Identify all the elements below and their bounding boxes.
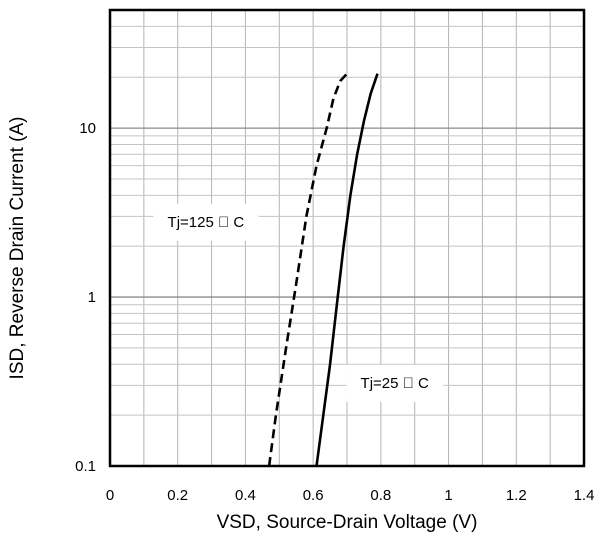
tick-layer: 0 0.2 0.4 0.6 0.8 1 1.2 1.4 0.1 1 10 bbox=[75, 120, 594, 504]
annotation-label: Tj=125 ゚ C bbox=[168, 214, 245, 231]
annotation-label: Tj=25 ゚ C bbox=[361, 375, 430, 392]
x-tick-label: 1 bbox=[444, 487, 452, 504]
y-tick-label: 1 bbox=[88, 289, 96, 306]
y-axis-label: ISD, Reverse Drain Current (A) bbox=[7, 117, 28, 380]
grid-major bbox=[110, 127, 584, 298]
x-tick-label: 1.2 bbox=[506, 487, 527, 504]
y-tick-label: 10 bbox=[79, 120, 96, 137]
x-tick-label: 1.4 bbox=[574, 487, 595, 504]
x-tick-label: 0.6 bbox=[303, 487, 324, 504]
x-axis-label: VSD, Source-Drain Voltage (V) bbox=[217, 512, 478, 533]
x-tick-label: 0.2 bbox=[167, 487, 188, 504]
annotation-layer: Tj=125 ゚ C Tj=25 ゚ C bbox=[153, 203, 444, 402]
x-tick-label: 0.8 bbox=[370, 487, 391, 504]
y-tick-label: 0.1 bbox=[75, 458, 96, 475]
plot-frame bbox=[108, 8, 586, 468]
series-layer bbox=[267, 72, 379, 467]
series-line-dashed bbox=[267, 72, 348, 467]
x-tick-label: 0 bbox=[106, 487, 114, 504]
annotation-box bbox=[346, 364, 444, 402]
annotation-box bbox=[153, 203, 259, 241]
x-tick-label: 0.4 bbox=[235, 487, 256, 504]
grid-minor bbox=[110, 10, 584, 466]
series-line-solid bbox=[315, 73, 379, 467]
